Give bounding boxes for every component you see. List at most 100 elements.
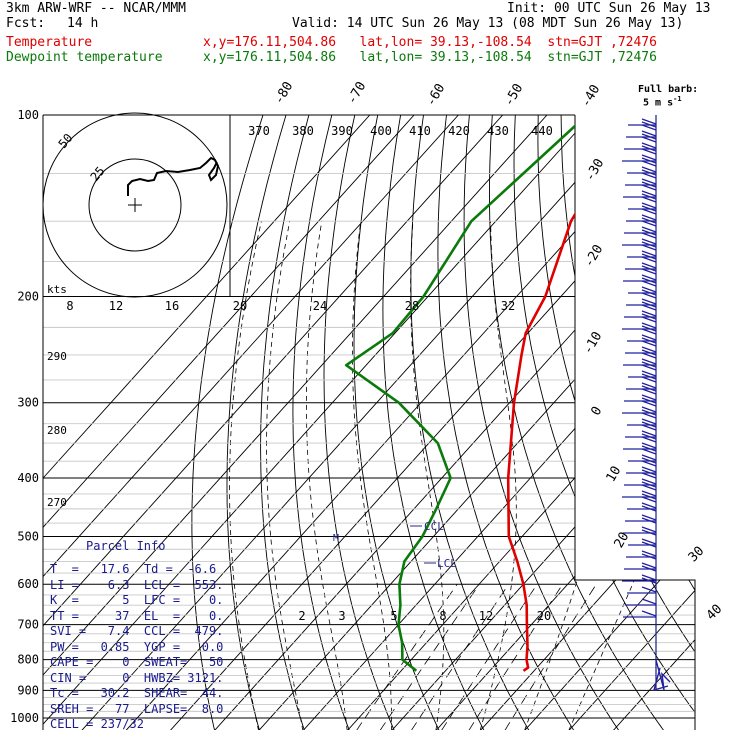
temperature-legend: Temperature [6,35,93,50]
barb-flag [641,430,657,437]
barb-flag [641,136,657,143]
isotherm-label: -80 [272,79,297,107]
barb-flag [641,298,657,305]
isotherm [43,115,459,730]
wind-barb [623,190,657,203]
isotherm [302,115,695,730]
wind-barb [628,286,657,299]
isotherm-label: 30 [686,544,708,566]
parcel-info-row: Tc = 30.2 SHEAR= 44. [50,686,224,700]
fcst-value: 14 h [67,16,99,31]
barb-flag [641,304,657,311]
pressure-label: 800 [17,653,39,667]
hodograph-ring-label: 50 [56,131,76,151]
barb-flag [641,340,657,347]
barb-flag [641,376,657,383]
barb-flag [641,196,657,203]
wind-barb [624,142,657,155]
dry-adiabat [489,115,665,730]
barb-flag [641,214,657,221]
dry-adiabat [606,115,695,730]
barb-flag [641,364,657,371]
dry-adiabat [675,115,695,730]
isotherm [479,115,695,730]
barb-flag [641,226,657,233]
low-level-barbs [652,659,671,692]
speed-ring-label: 16 [165,299,179,313]
lcl-label: LCL [437,557,457,570]
parcel-info-row: SVI = 7.4 CCL = 479. [50,624,224,638]
temperature-location: x,y=176.11,504.86 lat,lon= 39.13,-108.54… [203,35,657,50]
wind-barb [627,166,657,179]
mixing-ratio-label: 12 [479,609,493,623]
pressure-label: 700 [17,618,39,632]
wind-barb [628,454,657,467]
pressure-label: 400 [17,471,39,485]
theta-label: 420 [448,124,470,138]
isotherm [43,115,548,730]
theta-label: 370 [248,124,270,138]
parcel-info-row: SREH = 77 LAPSE= 8.0 [50,701,224,716]
model-title: 3km ARW-WRF -- NCAR/MMM [6,1,187,16]
barb-flag [641,268,657,275]
barb-flag [641,352,657,359]
profile-curves [344,115,635,672]
m-marker-label: M [333,533,339,544]
pressure-label: 600 [17,577,39,591]
barb-flag [641,424,657,431]
barb-flag [641,550,657,557]
isotherm-label: -30 [583,156,608,184]
mixing-ratio-label: 3 [338,609,345,623]
isotherm [258,115,695,730]
barb-flag [641,448,657,455]
theta-label: 440 [531,124,553,138]
wind-barb [622,490,657,503]
wind-barb [622,406,657,419]
isotherm-label: 0 [589,404,606,418]
pressure-label: 1000 [10,711,39,725]
speed-ring-label: 12 [109,299,123,313]
barb-flag [641,202,657,209]
hodograph-ring-label: 25 [88,164,108,184]
dry-adiabat [722,115,740,731]
profile-line [344,115,588,672]
init-time: Init: 00 UTC Sun 26 May 13 [507,1,711,16]
barb-flag [641,256,657,263]
mixing-ratio-label: 5 [390,609,397,623]
barb-flag [641,346,657,353]
parcel-info-row: PW = 0.85 YGP = 0.0 [50,639,224,654]
isotherm-label: -50 [502,81,527,109]
barb-flag [641,484,657,491]
barb-flag [641,400,657,407]
barb-flag [641,472,657,479]
wind-barb [626,130,657,143]
barb-flag [641,490,657,497]
barb-legend-line1: Full barb: [638,84,699,95]
barb-flag [641,562,657,569]
barb-flag [641,598,657,605]
dry-adiabat [513,115,695,730]
barb-flag [641,334,657,341]
wind-barb [628,538,657,548]
isotherm [346,115,695,730]
barb-flag [641,388,657,395]
barb-flag [641,232,657,239]
wind-barb [626,550,657,560]
pressure-label: 500 [17,529,39,543]
barb-flag [641,166,657,173]
dry-adiabat [437,115,575,730]
barb-flag [641,406,657,413]
isotherm-label: -60 [424,81,449,109]
barb-flag [641,160,657,167]
theta-label: 430 [487,124,509,138]
barb-flag [641,292,657,299]
wind-barb [623,442,657,455]
speed-ring-label: 8 [66,299,73,313]
wind-barb [628,202,657,215]
dewpoint-legend: Dewpoint temperature [6,50,163,65]
plot-border [42,115,696,730]
wind-barb [623,526,657,536]
profile-line [506,115,635,672]
wind-barb [625,178,657,191]
